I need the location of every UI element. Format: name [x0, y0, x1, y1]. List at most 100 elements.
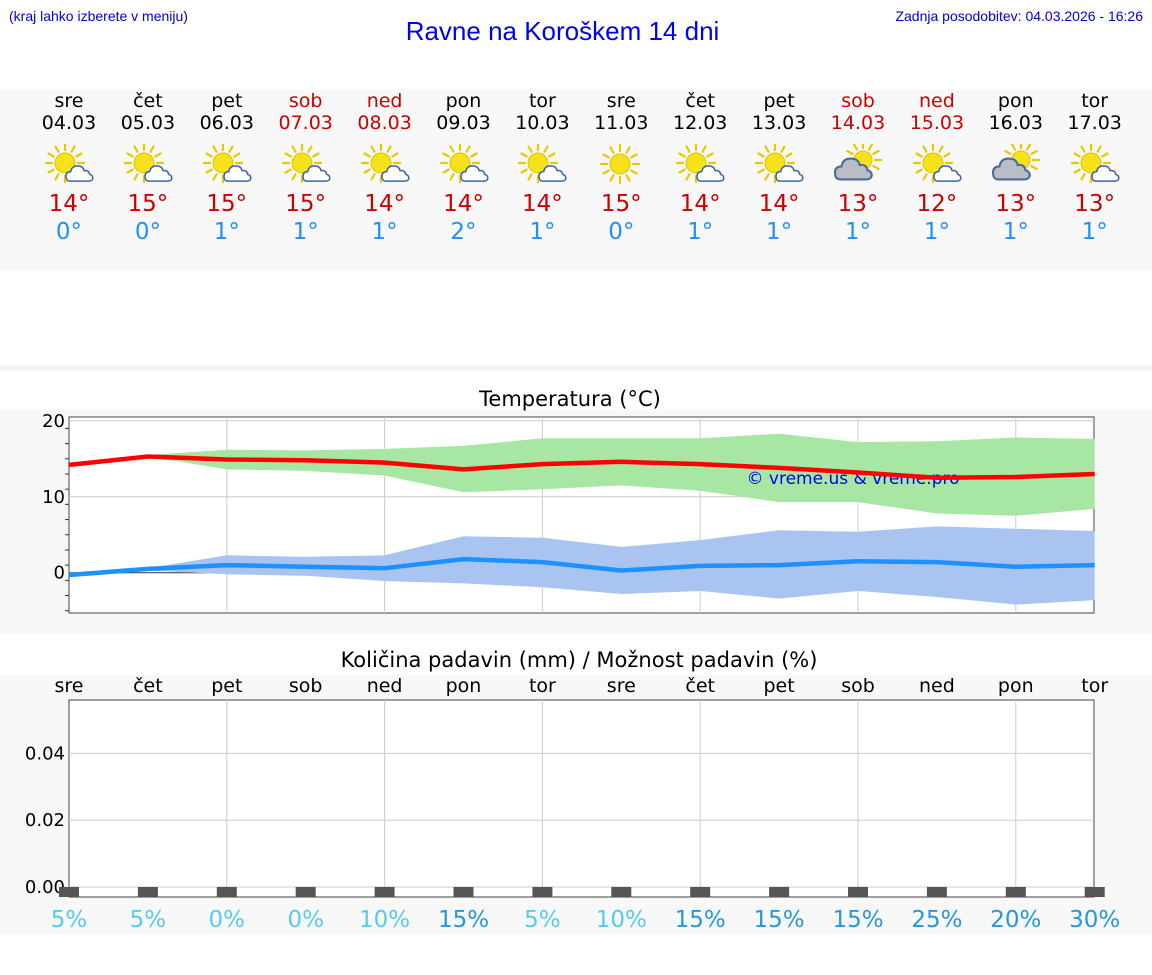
- max-temperature-line: [68, 454, 1095, 481]
- divider: [0, 365, 1152, 371]
- day-name: pet: [763, 90, 795, 112]
- min-temperature: 0°: [55, 219, 83, 245]
- max-temperature: 14°: [758, 191, 800, 217]
- day-date: 17.03: [1067, 112, 1122, 134]
- precipitation-probability: 10%: [596, 907, 647, 933]
- precipitation-probability: 30%: [1069, 907, 1120, 933]
- day-date: 12.03: [672, 112, 728, 134]
- min-temperature: 0°: [608, 219, 635, 245]
- y-tick-label: 0.02: [25, 810, 65, 831]
- category-label: pon: [998, 675, 1034, 697]
- day-name: pon: [445, 90, 482, 112]
- category-label: ned: [919, 675, 955, 697]
- forecast-day: čet 12.03 14° 1°: [660, 90, 740, 246]
- forecast-day: ned 08.03 14° 1°: [345, 90, 425, 246]
- day-date: 10.03: [515, 112, 570, 134]
- y-tick-label: 0.04: [25, 743, 65, 764]
- category-label: čet: [133, 675, 163, 697]
- precipitation-bar: [216, 886, 237, 897]
- min-temperature: 1°: [371, 219, 398, 245]
- min-temperature: 0°: [134, 219, 161, 245]
- weather-icon-slot: [818, 144, 898, 188]
- weather-icon-slot: [581, 144, 661, 188]
- min-temperature: 1°: [1002, 219, 1029, 245]
- max-temperature: 15°: [127, 191, 169, 217]
- max-temperature: 15°: [285, 191, 327, 217]
- max-temperature: 15°: [206, 191, 248, 217]
- precipitation-bar: [769, 886, 790, 897]
- y-tick-label: 0.00: [25, 877, 65, 898]
- max-temperature: 13°: [837, 191, 879, 217]
- weather-icon-slot: [345, 144, 425, 188]
- forecast-day: sob 14.03 13° 1°: [818, 90, 898, 246]
- precipitation-bar: [59, 886, 79, 897]
- min-temperature-line: [68, 556, 1095, 578]
- forecast-day: sre 11.03 15° 0°: [581, 90, 661, 246]
- sun-cloud-icon: [281, 144, 331, 184]
- forecast-day: pet 13.03 14° 1°: [739, 90, 819, 246]
- sun-cloud-icon: [44, 144, 94, 184]
- forecast-day: sob 07.03 15° 1°: [266, 90, 346, 246]
- min-temperature-range: [147, 526, 1095, 605]
- precipitation-probability: 5%: [524, 907, 561, 933]
- min-temperature: 2°: [450, 219, 477, 245]
- day-date: 16.03: [988, 112, 1043, 134]
- weather-icon-slot: [739, 144, 819, 188]
- y-tick-label: 20: [42, 411, 65, 432]
- y-tick-label: 0: [54, 563, 65, 584]
- day-name: ned: [366, 90, 403, 112]
- day-name: tor: [1081, 90, 1109, 112]
- day-date: 04.03: [41, 112, 97, 134]
- category-label: pet: [211, 675, 242, 697]
- weather-icon-slot: [897, 144, 977, 188]
- day-name: ned: [918, 90, 955, 112]
- temperature-chart-title: Temperatura (°C): [479, 387, 661, 411]
- category-label: sre: [607, 675, 636, 697]
- forecast-day: tor 17.03 13° 1°: [1055, 90, 1135, 246]
- day-name: sre: [54, 90, 84, 112]
- sun-cloud-icon: [676, 144, 725, 184]
- precipitation-bar: [926, 886, 947, 897]
- category-label: sre: [55, 675, 84, 697]
- precipitation-bar: [532, 886, 553, 897]
- precipitation-probability: 15%: [438, 907, 489, 933]
- sun-cloud-icon: [439, 144, 489, 184]
- day-name: tor: [528, 90, 556, 112]
- sun-cloud-icon: [360, 144, 410, 184]
- category-label: tor: [529, 675, 556, 697]
- day-date: 08.03: [357, 112, 412, 134]
- category-label: pon: [446, 675, 482, 697]
- precipitation-bar: [1005, 886, 1026, 897]
- day-date: 13.03: [751, 112, 807, 134]
- weather-icon-slot: [108, 144, 188, 188]
- precipitation-plot-area: [68, 699, 1095, 898]
- precipitation-bar: [374, 886, 395, 897]
- max-temperature: 15°: [600, 191, 642, 217]
- precipitation-chart-title: Količina padavin (mm) / Možnost padavin …: [340, 648, 818, 672]
- precipitation-probability: 25%: [911, 907, 962, 933]
- max-temperature-range: [147, 433, 1095, 516]
- day-name: pon: [997, 90, 1034, 112]
- day-date: 15.03: [909, 112, 965, 134]
- max-temperature: 14°: [364, 191, 405, 217]
- min-temperature: 1°: [1081, 219, 1108, 245]
- max-temperature: 13°: [1074, 191, 1116, 217]
- day-date: 07.03: [278, 112, 333, 134]
- precipitation-probability: 0%: [287, 907, 324, 933]
- precipitation-probability: 5%: [130, 907, 167, 933]
- category-label: sob: [841, 675, 875, 697]
- forecast-day: čet 05.03 15° 0°: [108, 90, 188, 246]
- weather-icon-slot: [266, 144, 346, 188]
- weather-icon-slot: [502, 144, 582, 188]
- precipitation-bar: [453, 886, 474, 897]
- weather-icon-slot: [187, 144, 267, 188]
- min-temperature: 1°: [687, 219, 714, 245]
- precipitation-probability: 0%: [209, 907, 246, 933]
- sun-cloud-icon: [754, 144, 804, 184]
- precipitation-probability: 5%: [51, 907, 88, 933]
- category-label: tor: [1081, 675, 1108, 697]
- day-name: sob: [288, 90, 323, 112]
- forecast-day: pon 09.03 14° 2°: [424, 90, 504, 246]
- sun-cloud-icon: [518, 144, 567, 184]
- category-label: sob: [289, 675, 323, 697]
